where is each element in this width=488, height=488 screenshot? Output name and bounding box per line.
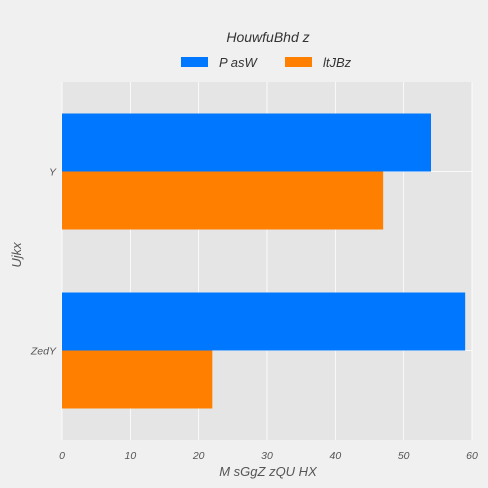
legend: P asW ltJBz	[181, 55, 352, 70]
x-tick-label: 50	[398, 450, 410, 462]
bar-p-asw-y	[62, 113, 431, 172]
x-tick-label: 0	[59, 450, 65, 462]
bars	[62, 113, 466, 409]
x-axis-label: M sGgZ zQU HX	[219, 464, 318, 479]
x-axis-ticks: 0 10 20 30 40 50 60	[59, 450, 478, 462]
bar-ltjbz-y	[62, 171, 384, 230]
legend-label: ltJBz	[323, 55, 352, 70]
y-axis-label: Ujkx	[9, 242, 24, 268]
chart-title: HouwfuBhd z	[226, 29, 309, 45]
bar-ltjbz-zedy	[62, 350, 213, 409]
x-tick-label: 40	[329, 450, 341, 462]
bar-p-asw-zedy	[62, 292, 466, 351]
y-tick-label: ZedY	[30, 346, 57, 358]
legend-swatch	[285, 57, 312, 67]
legend-label: P asW	[219, 55, 259, 70]
legend-swatch	[181, 57, 208, 67]
x-tick-label: 30	[261, 450, 273, 462]
x-tick-label: 20	[192, 450, 205, 462]
y-axis-ticks: Y ZedY	[30, 167, 57, 358]
x-tick-label: 60	[466, 450, 478, 462]
x-tick-label: 10	[124, 450, 136, 462]
y-tick-label: Y	[49, 167, 57, 179]
